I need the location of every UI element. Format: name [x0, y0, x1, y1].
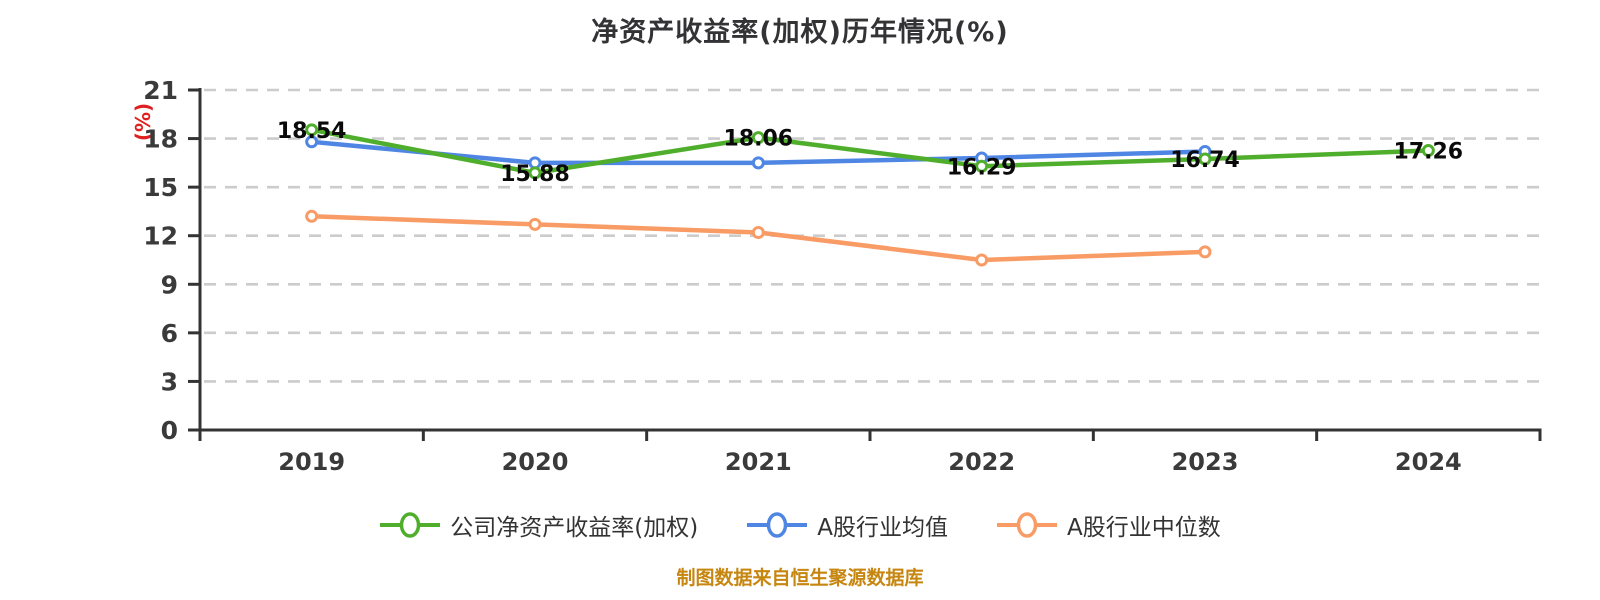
data-label-company-roe: 17.26 — [1394, 140, 1464, 165]
data-point-industry-median — [305, 209, 319, 223]
data-point-industry-mean — [305, 135, 319, 149]
legend-label-industry-mean: A股行业均值 — [817, 515, 948, 541]
legend-marker-company-roe-icon — [380, 512, 441, 538]
y-tick-label: 15 — [143, 173, 178, 202]
data-source-note: 制图数据来自恒生聚源数据库 — [676, 567, 924, 589]
gridlines — [204, 88, 1540, 383]
x-tick-label: 2022 — [948, 448, 1015, 476]
legend-item-industry-mean[interactable]: A股行业均值 — [746, 508, 948, 542]
data-label-company-roe: 18.54 — [277, 119, 347, 144]
legend-marker-industry-median-icon — [996, 512, 1057, 538]
x-tick-label: 2020 — [502, 448, 569, 476]
data-point-industry-mean — [751, 156, 765, 170]
chart-title: 净资产收益率(加权)历年情况(%) — [591, 17, 1009, 48]
data-point-industry-median — [1198, 245, 1212, 259]
axis-tick-labels: 0 3 6 9 12 15 18 21 2019 2020 2021 2022 2023 2024 — [143, 76, 1462, 476]
y-tick-label: 12 — [143, 222, 178, 251]
x-tick-label: 2023 — [1172, 448, 1239, 476]
y-tick-label: 3 — [161, 367, 178, 396]
legend-item-company-roe[interactable]: 公司净资产收益率(加权) — [379, 508, 698, 542]
x-tick-label: 2024 — [1395, 448, 1462, 476]
data-label-company-roe: 18.06 — [724, 127, 794, 152]
y-tick-label: 18 — [143, 125, 178, 154]
data-point-company-roe — [528, 166, 542, 180]
data-point-company-roe — [975, 159, 989, 173]
legend-item-industry-median[interactable]: A股行业中位数 — [996, 508, 1221, 542]
data-label-company-roe: 16.29 — [947, 155, 1017, 180]
x-tick-label: 2019 — [278, 448, 345, 476]
legend: 公司净资产收益率(加权) A股行业均值 A股行业中位数 — [0, 502, 1600, 548]
data-point-company-roe — [305, 123, 319, 137]
data-point-industry-median — [528, 217, 542, 231]
y-tick-label: 6 — [161, 319, 178, 348]
axes — [188, 88, 1542, 441]
data-point-industry-median — [751, 225, 765, 239]
series-line-company-roe — [309, 127, 1431, 176]
data-label-company-roe: 15.88 — [500, 162, 570, 187]
data-point-company-roe — [1421, 144, 1435, 158]
data-label-company-roe: 16.74 — [1170, 148, 1240, 173]
legend-marker-industry-mean-icon — [747, 512, 808, 538]
data-point-industry-median — [975, 253, 989, 267]
data-point-company-roe — [751, 131, 765, 145]
y-tick-label: 21 — [143, 76, 178, 105]
y-tick-label: 0 — [161, 416, 178, 445]
legend-label-industry-median: A股行业中位数 — [1066, 515, 1221, 541]
data-labels: 18.54 15.88 18.06 16.29 16.74 17.26 — [277, 119, 1463, 187]
legend-label-company-roe: 公司净资产收益率(加权) — [450, 515, 699, 541]
y-tick-label: 9 — [161, 270, 178, 299]
x-tick-label: 2021 — [725, 448, 792, 476]
data-point-company-roe — [1198, 152, 1212, 166]
series-lines — [305, 123, 1435, 267]
